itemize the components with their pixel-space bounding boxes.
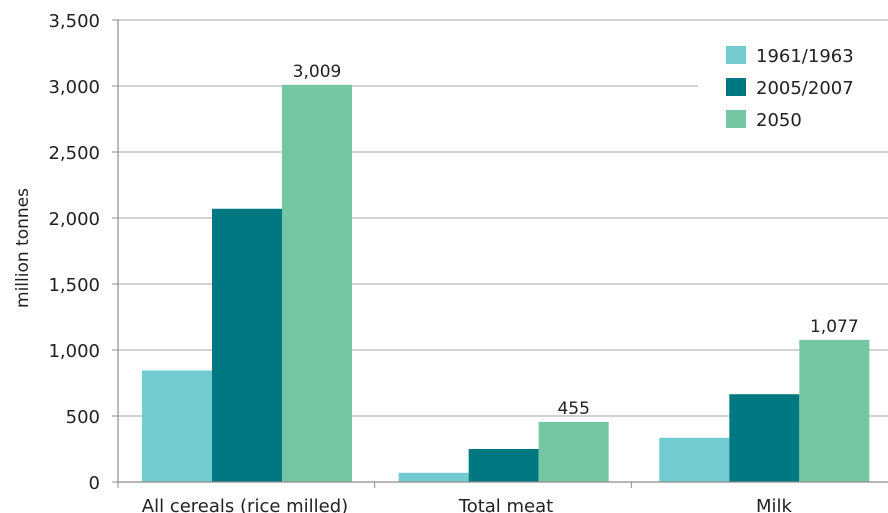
data-label: 1,077: [810, 317, 859, 337]
y-axis-label: million tonnes: [13, 188, 33, 308]
y-tick-label: 2,000: [48, 209, 100, 230]
bar: [282, 84, 352, 482]
category-label: All cereals (rice milled): [142, 496, 348, 513]
y-tick-label: 3,000: [48, 77, 100, 98]
y-tick-label: 500: [66, 407, 100, 428]
bar: [538, 421, 609, 482]
bar: [659, 437, 730, 482]
y-tick-label: 1,000: [48, 341, 100, 362]
bars: [142, 84, 870, 482]
category-label: Milk: [756, 496, 793, 513]
y-tick-labels: 0 500 1,000 1,500 2,000 2,500 3,000 3,500: [48, 11, 100, 494]
legend-swatch: [726, 110, 746, 128]
category-labels: All cereals (rice milled) Total meat Milk: [142, 496, 793, 513]
category-label: Total meat: [458, 496, 553, 513]
legend-item: 2050: [726, 110, 802, 131]
legend-swatch: [726, 46, 746, 64]
y-tick-label: 3,500: [48, 11, 100, 32]
legend: 1961/1963 2005/2007 2050: [726, 46, 854, 131]
legend-label: 2050: [756, 110, 802, 131]
legend-label: 2005/2007: [756, 78, 854, 99]
legend-item: 2005/2007: [726, 78, 854, 99]
bar: [398, 472, 469, 482]
legend-swatch: [726, 78, 746, 96]
legend-item: 1961/1963: [726, 46, 854, 67]
y-tick-label: 0: [89, 473, 100, 494]
bar: [468, 449, 539, 482]
legend-label: 1961/1963: [756, 46, 854, 67]
bar: [212, 208, 282, 482]
data-labels: 3,009 455 1,077: [293, 62, 859, 419]
y-tick-label: 2,500: [48, 143, 100, 164]
bar: [142, 370, 212, 482]
data-label: 3,009: [293, 62, 342, 82]
axes: [112, 19, 888, 488]
bar: [729, 394, 800, 482]
y-tick-label: 1,500: [48, 275, 100, 296]
data-label: 455: [557, 399, 589, 419]
bar: [799, 339, 870, 482]
